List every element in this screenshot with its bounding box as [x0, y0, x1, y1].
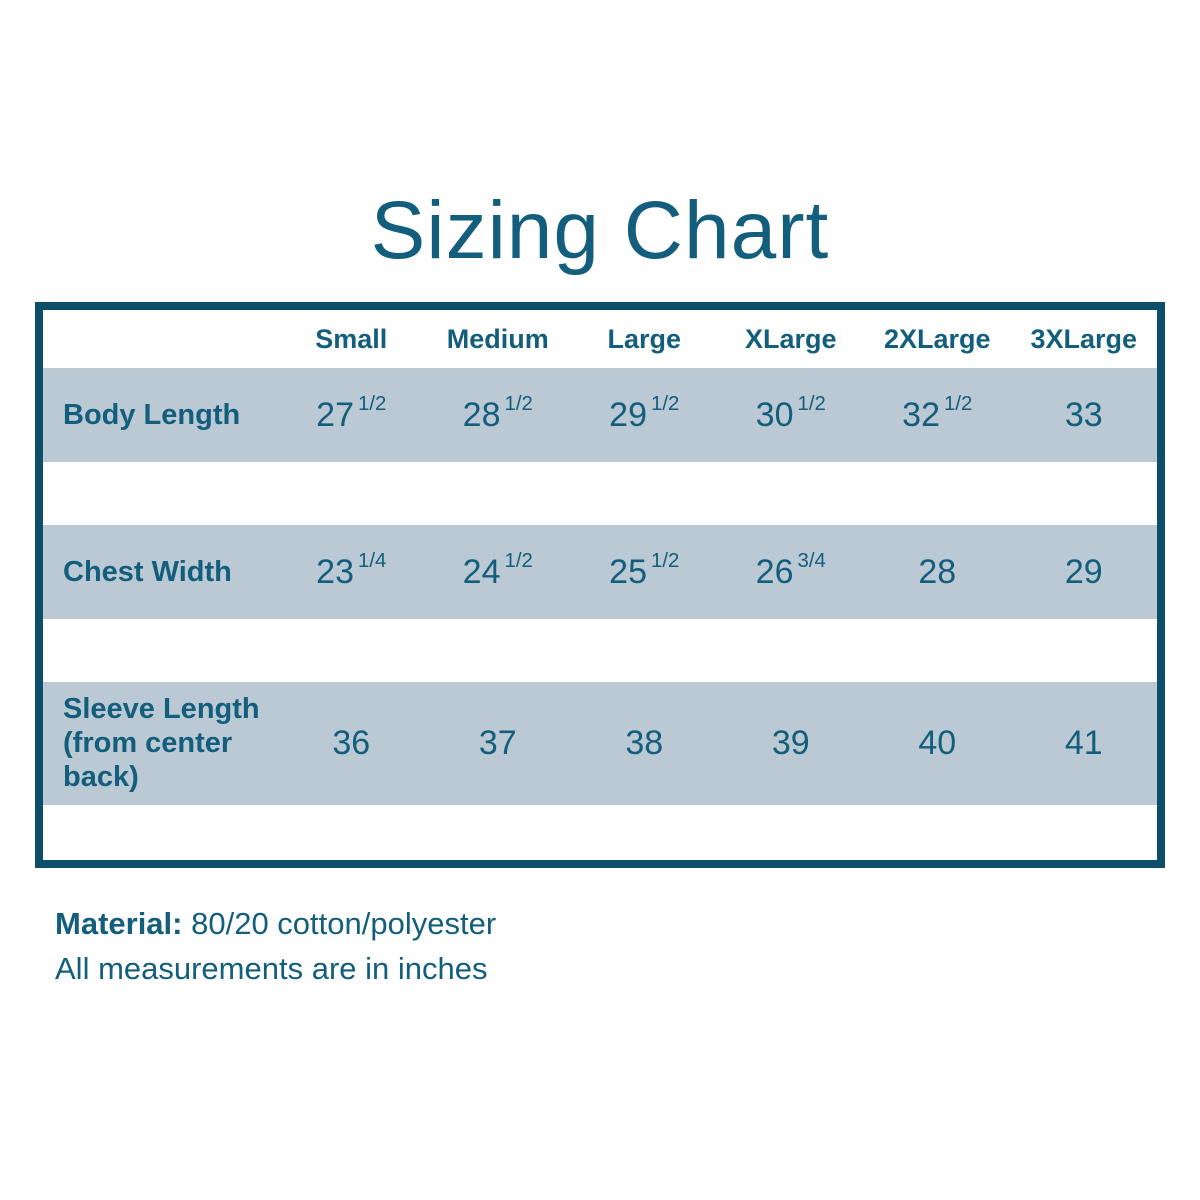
- size-value-whole: 29: [609, 395, 647, 434]
- table-row: Sleeve Length (from center back) 36 37 38 39…: [43, 682, 1157, 805]
- size-value: 32 1/2: [864, 393, 1011, 435]
- size-value-fraction: 1/2: [357, 393, 387, 416]
- size-value: 29: [1011, 553, 1158, 592]
- size-value-whole: 36: [332, 723, 371, 762]
- size-value: 40: [864, 724, 1011, 763]
- size-value-fraction: 1/2: [943, 393, 973, 416]
- size-value-whole: 37: [478, 723, 517, 762]
- size-value-whole: 40: [918, 723, 957, 762]
- size-header-row: Small Medium Large XLarge 2XLarge 3XLarge: [43, 310, 1157, 368]
- size-value-whole: 41: [1064, 723, 1103, 762]
- size-value: 26 3/4: [718, 550, 865, 592]
- column-header: XLarge: [744, 323, 837, 354]
- size-value-whole: 27: [316, 395, 354, 434]
- material-value: 80/20 cotton/polyester: [191, 905, 497, 941]
- column-header: 3XLarge: [1030, 323, 1138, 354]
- size-value: 25 1/2: [571, 550, 718, 592]
- size-value-fraction: 3/4: [797, 550, 826, 573]
- size-value: 38: [571, 724, 718, 763]
- size-value-whole: 39: [771, 723, 810, 762]
- column-header: Large: [607, 323, 682, 354]
- footer: Material: 80/20 cotton/polyester All mea…: [55, 902, 1200, 992]
- size-value-whole: 32: [902, 395, 940, 434]
- size-value-fraction: 1/2: [650, 393, 680, 416]
- table-body: Body Length 27 1/2 28 1/2 29 1/2 30 1/2 32 1/2 33 Ch…: [43, 368, 1157, 805]
- size-value-fraction: 1/2: [504, 393, 533, 416]
- size-value-whole: 28: [918, 552, 957, 591]
- size-value: 23 1/4: [278, 550, 425, 592]
- material-note: Material: 80/20 cotton/polyester: [55, 902, 1200, 947]
- size-value-whole: 24: [462, 552, 501, 591]
- table-row: Body Length 27 1/2 28 1/2 29 1/2 30 1/2 32 1/2 33: [43, 368, 1157, 462]
- size-value: 30 1/2: [718, 393, 865, 435]
- size-value: 28: [864, 553, 1011, 592]
- row-label: Chest Width: [63, 555, 232, 588]
- size-value-whole: 26: [755, 552, 794, 591]
- column-header: 2XLarge: [883, 323, 991, 354]
- size-value-whole: 30: [755, 395, 794, 434]
- size-value-whole: 38: [625, 723, 664, 762]
- size-value-fraction: 1/2: [650, 550, 680, 573]
- size-value: 29 1/2: [571, 393, 718, 435]
- units-note: All measurements are in inches: [55, 950, 488, 986]
- size-value: 27 1/2: [278, 393, 425, 435]
- size-value: 28 1/2: [425, 393, 572, 435]
- size-value: 24 1/2: [425, 550, 572, 592]
- size-value-whole: 23: [316, 552, 354, 591]
- size-value-fraction: 1/2: [797, 393, 826, 416]
- size-value-fraction: 1/4: [357, 550, 387, 573]
- size-value: 41: [1011, 724, 1158, 763]
- size-value-whole: 33: [1064, 395, 1103, 434]
- column-header: Small: [315, 323, 388, 354]
- size-value-whole: 25: [609, 552, 647, 591]
- material-label: Material:: [55, 905, 183, 941]
- column-header: Medium: [446, 323, 549, 354]
- size-value-whole: 29: [1064, 552, 1103, 591]
- size-value: 33: [1011, 396, 1158, 435]
- size-value: 39: [718, 724, 865, 763]
- size-value-fraction: 1/2: [504, 550, 533, 573]
- table-row: Chest Width 23 1/4 24 1/2 25 1/2 26 3/4 28 29: [43, 525, 1157, 619]
- size-value: 37: [425, 724, 572, 763]
- page-title: Sizing Chart: [370, 185, 830, 276]
- sizing-table: Small Medium Large XLarge 2XLarge 3XLarge Bod…: [35, 302, 1165, 868]
- row-label: Sleeve Length (from center back): [63, 693, 260, 794]
- size-value: 36: [278, 724, 425, 763]
- size-value-whole: 28: [462, 395, 501, 434]
- row-label: Body Length: [63, 398, 241, 431]
